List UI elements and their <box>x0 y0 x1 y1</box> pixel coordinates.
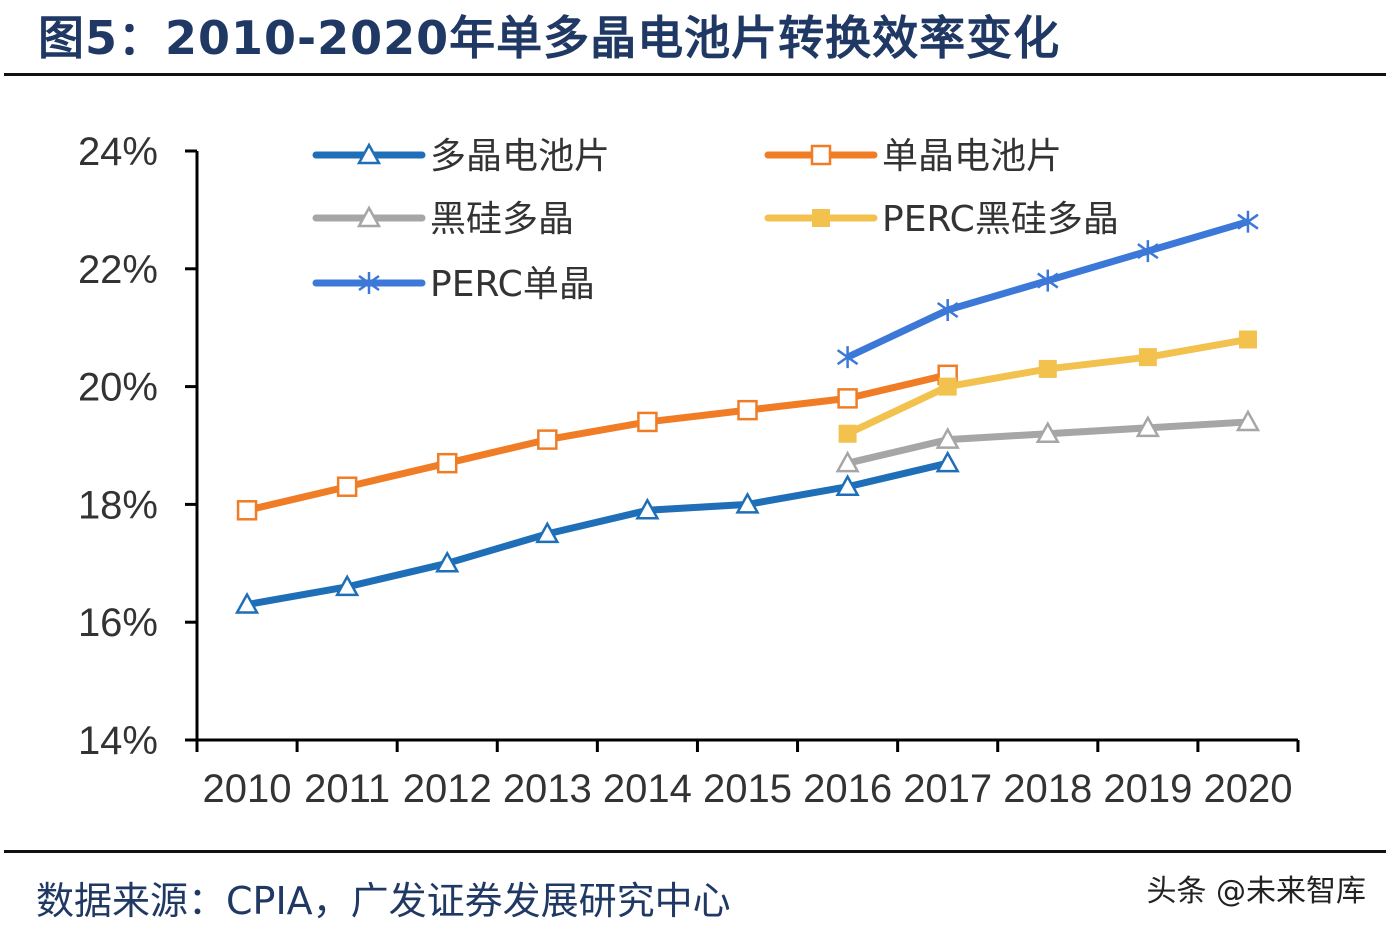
legend-label: PERC黑硅多晶 <box>882 199 1119 240</box>
data-point <box>436 452 458 474</box>
data-point <box>835 450 860 473</box>
legend-label: 黑硅多晶 <box>430 199 574 240</box>
data-point <box>1237 210 1259 233</box>
series-line <box>246 459 949 608</box>
x-tick-label: 2020 <box>1203 767 1292 811</box>
x-tick-label: 2017 <box>903 767 992 811</box>
data-point <box>358 272 380 294</box>
x-tick-label: 2010 <box>203 767 292 811</box>
x-tick-label: 2012 <box>403 767 492 811</box>
data-point <box>737 399 758 421</box>
data-point <box>837 388 858 409</box>
data-point <box>812 209 830 227</box>
data-point <box>336 476 358 497</box>
x-tick-label: 2018 <box>1003 767 1092 811</box>
y-tick-label: 16% <box>78 601 158 645</box>
data-point <box>435 550 460 573</box>
series-3 <box>838 330 1257 443</box>
x-tick-label: 2019 <box>1103 767 1192 811</box>
data-point <box>236 500 258 521</box>
legend-label: PERC单晶 <box>430 264 595 305</box>
data-point <box>835 474 860 496</box>
marker-stroke <box>1137 243 1159 260</box>
data-point <box>356 142 382 165</box>
series-1 <box>236 364 958 521</box>
data-point <box>1038 359 1057 378</box>
data-point <box>1035 421 1060 443</box>
data-point <box>938 377 957 396</box>
x-tick-label: 2014 <box>603 767 692 811</box>
data-point <box>935 450 960 473</box>
data-point <box>935 427 960 449</box>
x-tick-label: 2011 <box>304 767 390 811</box>
data-point <box>836 346 859 369</box>
watermark: 头条 @未来智库 <box>1146 874 1366 909</box>
data-point <box>810 144 832 166</box>
data-point <box>356 205 382 228</box>
legend-item: PERC单晶 <box>312 264 595 305</box>
data-point <box>1137 240 1159 263</box>
legend-item: PERC黑硅多晶 <box>764 199 1119 240</box>
top-divider <box>4 73 1386 76</box>
x-tick-label: 2013 <box>503 767 592 811</box>
series-line <box>246 371 949 514</box>
y-tick-label: 20% <box>78 366 158 410</box>
data-point <box>535 521 560 544</box>
marker-stroke <box>358 274 380 292</box>
series-4 <box>836 210 1259 369</box>
series-2 <box>835 409 1261 473</box>
data-point <box>234 591 260 614</box>
marker-stroke <box>1037 272 1059 289</box>
y-tick-label: 14% <box>78 719 158 763</box>
data-point <box>735 491 760 514</box>
source-note: 数据来源：CPIA，广发证券发展研究中心 <box>36 879 731 923</box>
data-point <box>1138 348 1157 367</box>
data-point <box>1037 269 1059 292</box>
data-point <box>1238 330 1257 349</box>
y-tick-label: 24% <box>78 130 158 174</box>
data-point <box>637 411 658 433</box>
y-tick-label: 18% <box>78 483 158 527</box>
data-point <box>1135 415 1160 438</box>
marker-stroke <box>1237 213 1259 230</box>
series-0 <box>234 450 960 614</box>
legend-label: 单晶电池片 <box>882 136 1062 177</box>
y-tick-label: 22% <box>78 248 158 292</box>
data-point <box>537 429 558 450</box>
marker-stroke <box>936 302 959 319</box>
data-point <box>635 497 660 520</box>
data-point <box>936 299 959 322</box>
legend-item: 单晶电池片 <box>764 136 1062 177</box>
marker-stroke <box>836 349 859 366</box>
bottom-divider <box>4 850 1386 853</box>
data-point <box>1235 409 1261 432</box>
figure-title: 图5：2010-2020年单多晶电池片转换效率变化 <box>38 11 1061 65</box>
x-tick-label: 2015 <box>703 767 792 811</box>
x-tick-label: 2016 <box>803 767 892 811</box>
legend-item: 黑硅多晶 <box>312 199 574 240</box>
data-point <box>335 574 360 597</box>
legend-label: 多晶电池片 <box>430 136 610 177</box>
data-point <box>838 424 857 443</box>
legend-item: 多晶电池片 <box>312 136 610 177</box>
